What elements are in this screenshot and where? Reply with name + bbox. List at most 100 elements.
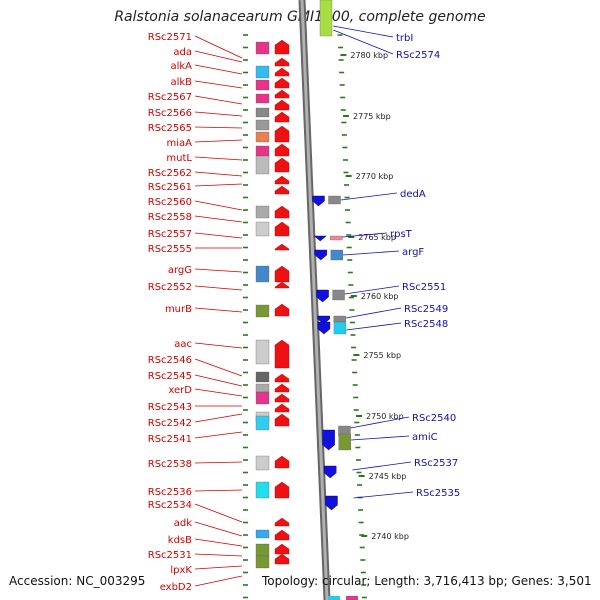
forward-gene-arrow — [274, 205, 290, 219]
reverse-gene-arrow — [322, 429, 335, 451]
reverse-gene-arrow — [317, 315, 330, 325]
left-leader-line — [194, 80, 243, 89]
left-leader-line — [194, 50, 243, 63]
forward-gene-arrow — [274, 281, 290, 289]
gene-box — [255, 371, 270, 383]
forward-gene-arrow — [274, 125, 290, 143]
gene-box — [333, 315, 346, 323]
left-gene-label: murB — [165, 304, 192, 315]
forward-gene-arrow — [274, 481, 290, 499]
forward-gene-arrow — [274, 39, 290, 55]
left-gene-label: RSc2542 — [148, 418, 192, 429]
right-gene-label: RSc2548 — [404, 319, 448, 330]
kbp-label: 2760 kbp — [361, 292, 399, 301]
right-gene-label: RSc2537 — [414, 458, 458, 469]
forward-gene-arrow — [274, 185, 290, 195]
forward-gene-arrow — [274, 455, 290, 469]
left-leader-line — [194, 139, 243, 143]
gene-box — [255, 543, 270, 557]
left-leader-line — [194, 111, 243, 117]
right-gene-label: RSc2551 — [402, 282, 446, 293]
left-gene-label: RSc2546 — [148, 355, 192, 366]
forward-gene-arrow — [274, 89, 290, 99]
left-gene-label: RSc2536 — [148, 487, 192, 498]
left-leader-line — [194, 431, 243, 439]
forward-gene-arrow — [274, 175, 290, 185]
left-gene-label: RSc2534 — [148, 500, 192, 511]
reverse-gene-arrow — [313, 235, 327, 242]
right-leader-line — [353, 491, 414, 499]
right-leader-line — [352, 461, 412, 471]
gene-box — [319, 0, 333, 37]
left-leader-line — [194, 232, 243, 239]
left-gene-label: aac — [174, 339, 192, 350]
left-gene-label: RSc2543 — [148, 402, 192, 413]
right-leader-line — [340, 192, 398, 201]
forward-gene-arrow — [274, 265, 290, 283]
right-gene-label: argF — [402, 247, 424, 258]
forward-gene-arrow — [274, 339, 290, 369]
forward-gene-arrow — [274, 221, 290, 237]
gene-box — [255, 529, 270, 539]
gene-box — [328, 596, 340, 600]
gene-box — [255, 93, 270, 104]
right-gene-label: rpsT — [390, 229, 413, 240]
reverse-gene-arrow — [314, 249, 328, 261]
left-gene-label: kdsB — [168, 535, 192, 546]
right-gene-label: RSc2535 — [416, 488, 460, 499]
forward-gene-arrow — [274, 303, 290, 317]
left-leader-line — [194, 95, 243, 105]
left-leader-line — [194, 156, 243, 161]
reverse-gene-arrow — [323, 465, 337, 479]
gene-box — [332, 289, 345, 301]
gene-box — [255, 221, 270, 237]
right-leader-line — [344, 285, 400, 295]
gene-box — [255, 555, 270, 569]
right-gene-label: RSc2540 — [412, 413, 456, 424]
left-gene-label: RSc2562 — [148, 168, 192, 179]
right-leader-line — [345, 307, 402, 319]
forward-gene-arrow — [274, 373, 290, 383]
forward-gene-arrow — [274, 517, 290, 527]
right-leader-line — [346, 322, 402, 331]
kbp-label: 2780 kbp — [350, 51, 388, 60]
left-leader-line — [194, 126, 243, 129]
right-gene-label: amiC — [412, 432, 438, 443]
left-leader-line — [194, 200, 243, 211]
gene-box — [255, 107, 270, 118]
left-gene-label: RSc2560 — [148, 197, 192, 208]
forward-gene-arrow — [274, 143, 290, 157]
left-gene-label: miaA — [167, 138, 193, 149]
left-leader-line — [194, 215, 243, 223]
gene-box — [255, 383, 270, 393]
forward-gene-arrow — [274, 77, 290, 89]
left-gene-label: RSc2538 — [148, 459, 192, 470]
left-leader-line — [194, 268, 243, 273]
left-gene-label: argG — [168, 265, 192, 276]
left-leader-line — [194, 171, 243, 177]
gene-box — [255, 455, 270, 471]
right-gene-label: RSc2574 — [396, 50, 440, 61]
accession-text: Accession: NC_003295 — [9, 574, 146, 588]
left-leader-line — [194, 285, 243, 291]
gene-box — [255, 65, 270, 79]
left-leader-line — [194, 358, 243, 377]
gene-box — [338, 433, 351, 451]
left-gene-label: RSc2558 — [148, 212, 192, 223]
kbp-label: 2770 kbp — [356, 172, 394, 181]
forward-gene-arrow — [274, 157, 290, 173]
right-leader-line — [342, 232, 388, 238]
forward-gene-arrow — [274, 243, 290, 251]
left-leader-line — [194, 538, 243, 547]
gene-box — [255, 265, 270, 283]
left-leader-line — [194, 64, 243, 75]
left-leader-line — [194, 374, 243, 387]
forward-gene-arrow — [274, 383, 290, 393]
left-gene-label: RSc2557 — [148, 229, 192, 240]
left-gene-label: RSc2566 — [148, 108, 192, 119]
gene-box — [255, 481, 270, 499]
left-leader-line — [194, 183, 243, 187]
gene-box — [255, 119, 270, 131]
